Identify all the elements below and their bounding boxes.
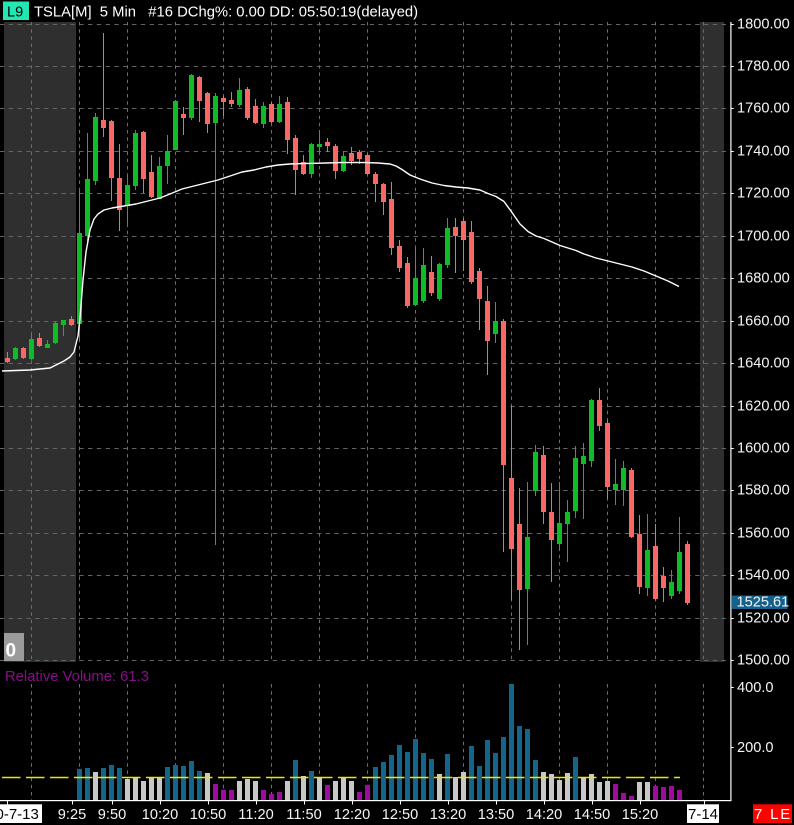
svg-text:14:50: 14:50 [574,807,611,823]
svg-text:1580.00: 1580.00 [737,483,790,499]
svg-text:13:50: 13:50 [478,807,515,823]
svg-text:1800.00: 1800.00 [737,17,790,33]
svg-text:12:20: 12:20 [334,807,371,823]
svg-text:11:50: 11:50 [286,807,321,823]
svg-text:1660.00: 1660.00 [737,314,790,330]
svg-text:1700.00: 1700.00 [737,229,790,245]
svg-text:7 LE: 7 LE [754,806,792,823]
svg-text:12:50: 12:50 [382,807,419,823]
svg-text:1680.00: 1680.00 [737,271,790,287]
svg-text:15:20: 15:20 [622,807,659,823]
svg-text:1720.00: 1720.00 [737,186,790,202]
svg-text:400.0: 400.0 [737,680,774,696]
svg-text:11:20: 11:20 [238,807,273,823]
svg-text:7-14: 7-14 [688,806,718,823]
svg-text:10:20: 10:20 [142,807,179,823]
svg-text:0-7-13: 0-7-13 [0,806,39,823]
svg-text:1760.00: 1760.00 [737,101,790,117]
svg-text:1520.00: 1520.00 [737,611,790,627]
svg-text:1640.00: 1640.00 [737,356,790,372]
svg-text:1780.00: 1780.00 [737,59,790,75]
svg-text:0: 0 [6,641,17,662]
svg-text:1560.00: 1560.00 [737,526,790,542]
svg-text:10:50: 10:50 [190,807,227,823]
svg-text:L9: L9 [7,5,23,21]
svg-text:1525.61: 1525.61 [737,595,790,611]
svg-text:200.0: 200.0 [737,740,774,756]
svg-text:14:20: 14:20 [526,807,563,823]
svg-text:9:25: 9:25 [58,807,86,823]
svg-text:1740.00: 1740.00 [737,144,790,160]
svg-text:1540.00: 1540.00 [737,568,790,584]
svg-text:TSLA[M] 5 Min #16 DChg%: 0.: TSLA[M] 5 Min #16 DChg%: 0.00 DD: 05:50:… [34,5,418,21]
svg-text:9:50: 9:50 [98,807,126,823]
svg-text:13:20: 13:20 [430,807,467,823]
svg-text:1620.00: 1620.00 [737,399,790,415]
svg-text:1500.00: 1500.00 [737,653,790,669]
svg-text:1600.00: 1600.00 [737,441,790,457]
svg-text:Relative Volume: 61.3: Relative Volume: 61.3 [5,669,149,685]
